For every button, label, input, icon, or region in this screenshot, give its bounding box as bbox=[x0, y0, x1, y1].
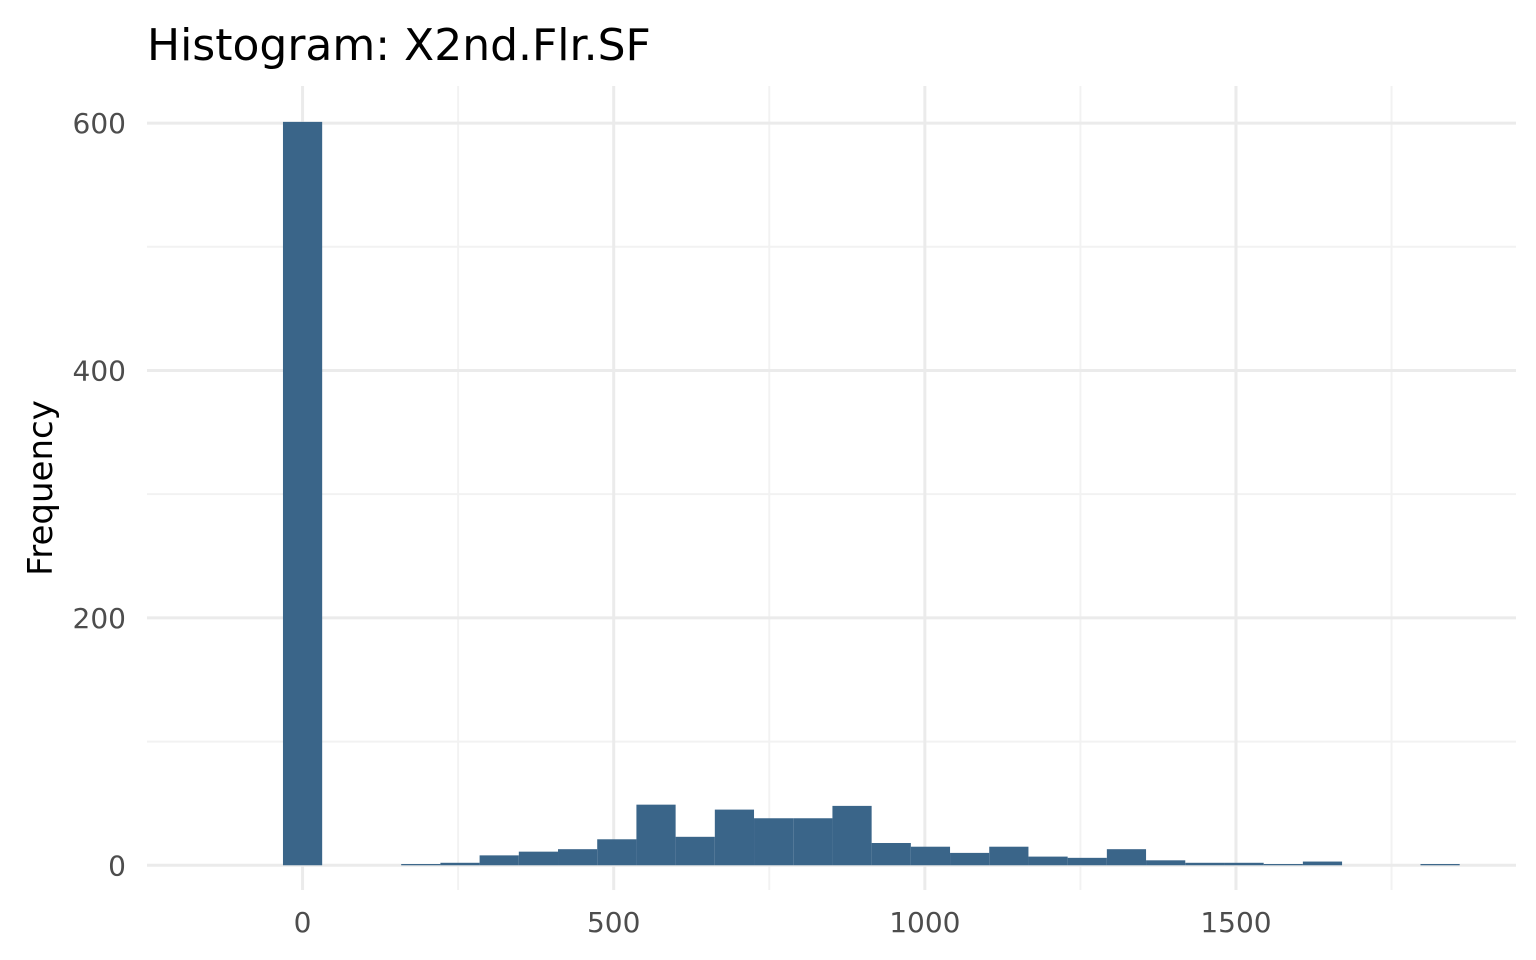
histogram-bar bbox=[1224, 862, 1264, 866]
histogram-bar bbox=[714, 809, 755, 866]
histogram-bar bbox=[479, 855, 519, 866]
histogram-bar bbox=[675, 836, 715, 866]
chart-title: Histogram: X2nd.Flr.SF bbox=[147, 20, 651, 71]
histogram-bar bbox=[950, 852, 990, 866]
histogram-bar bbox=[989, 846, 1029, 866]
histogram-bar bbox=[401, 864, 441, 866]
y-tick-label: 400 bbox=[73, 354, 126, 387]
histogram-bar bbox=[793, 818, 833, 866]
x-tick-label: 500 bbox=[587, 906, 640, 939]
histogram-bar bbox=[518, 851, 559, 866]
histogram-bar bbox=[1106, 849, 1147, 866]
histogram-bar bbox=[282, 121, 323, 866]
histogram-bars bbox=[282, 121, 1460, 866]
histogram-bar bbox=[1420, 864, 1460, 866]
histogram-bar bbox=[754, 818, 794, 866]
histogram-bar bbox=[1028, 856, 1068, 866]
y-tick-label: 600 bbox=[73, 107, 126, 140]
histogram-bar bbox=[1067, 857, 1107, 866]
histogram-bar bbox=[910, 846, 951, 866]
histogram-bar bbox=[1302, 861, 1343, 866]
histogram-bar bbox=[597, 839, 637, 866]
y-axis-label: Frequency bbox=[21, 400, 61, 576]
y-tick-label: 0 bbox=[108, 849, 126, 882]
histogram-bar bbox=[558, 849, 598, 866]
histogram-bar bbox=[440, 862, 480, 866]
major-gridlines bbox=[147, 86, 1516, 890]
histogram-bar bbox=[1185, 862, 1225, 866]
histogram-bar bbox=[871, 842, 911, 866]
tick-labels: 0 500 1000 1500 0 200 400 600 bbox=[73, 107, 1272, 939]
histogram-bar bbox=[832, 805, 872, 866]
minor-gridlines bbox=[147, 86, 1516, 890]
histogram-bar bbox=[636, 804, 676, 866]
x-tick-label: 0 bbox=[294, 906, 312, 939]
y-tick-label: 200 bbox=[73, 602, 126, 635]
x-tick-label: 1000 bbox=[889, 906, 960, 939]
x-tick-label: 1500 bbox=[1200, 906, 1271, 939]
histogram-bar bbox=[1146, 860, 1186, 866]
histogram-bar bbox=[1263, 864, 1303, 866]
